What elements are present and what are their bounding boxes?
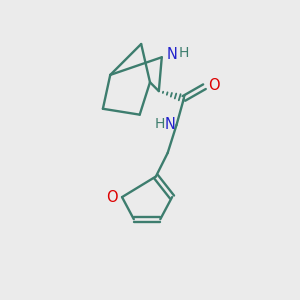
Text: H: H — [154, 117, 165, 131]
Text: O: O — [106, 190, 118, 205]
Text: H: H — [178, 46, 189, 60]
Text: N: N — [165, 118, 176, 133]
Text: O: O — [208, 78, 220, 93]
Text: N: N — [166, 47, 177, 62]
